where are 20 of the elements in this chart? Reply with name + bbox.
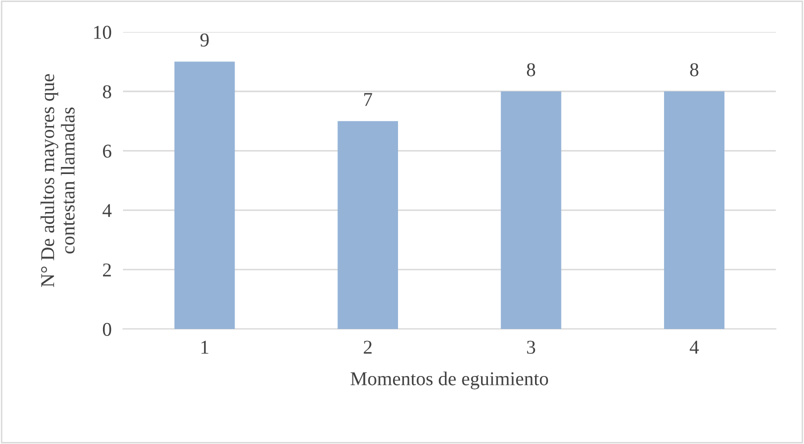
x-tick-label: 3 (527, 340, 536, 354)
data-label: 8 (526, 63, 536, 76)
y-tick-label: 10 (94, 26, 112, 39)
x-tick-label: 4 (690, 340, 699, 354)
bar (338, 121, 398, 330)
y-axis-title: N° De adultos mayores que contestan llamadas (40, 74, 75, 287)
y-tick-label: 0 (102, 322, 112, 336)
y-tick-label: 4 (102, 204, 112, 217)
bar (664, 91, 724, 330)
data-label: 9 (200, 34, 209, 47)
y-tick-label: 6 (103, 144, 112, 158)
bar (174, 62, 235, 330)
data-label: 8 (690, 63, 698, 76)
y-tick-label: 8 (102, 85, 112, 98)
y-tick-label: 2 (103, 263, 111, 276)
x-tick-label: 2 (364, 340, 372, 354)
data-label: 7 (364, 93, 372, 106)
x-tick-label: 1 (201, 340, 208, 354)
x-axis-title: Momentos de eguimiento (350, 372, 548, 390)
bar (500, 91, 562, 330)
